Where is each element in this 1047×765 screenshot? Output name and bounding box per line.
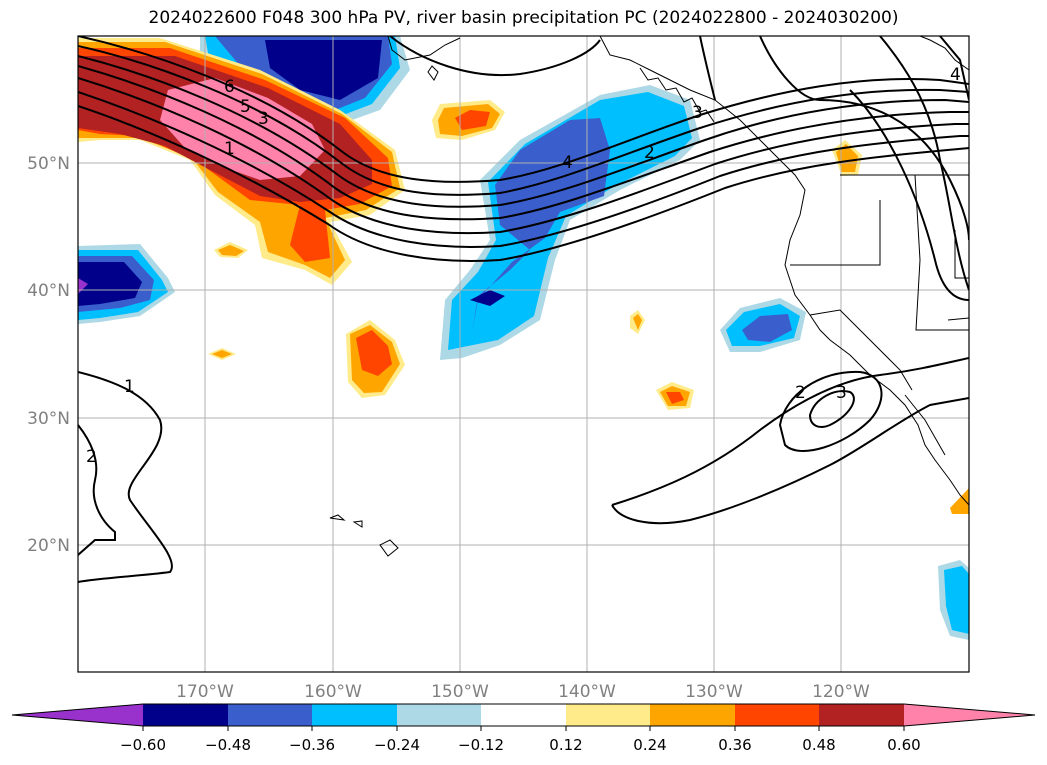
contour-label: 2 xyxy=(795,383,806,403)
lon-label: 150°W xyxy=(431,682,489,702)
contour-label: 2 xyxy=(86,447,97,467)
longitude-labels: 170°W 160°W 150°W 140°W 130°W 120°W xyxy=(176,682,870,702)
contour-label: 4 xyxy=(562,153,573,173)
lon-label: 130°W xyxy=(685,682,743,702)
colorbar-bin xyxy=(143,704,228,726)
coastlines xyxy=(329,36,969,557)
colorbar-bin xyxy=(312,704,397,726)
contour-label: 5 xyxy=(240,97,251,117)
colorbar-bin xyxy=(397,704,481,726)
lat-label: 30°N xyxy=(27,409,70,429)
colorbar-bin xyxy=(481,704,566,726)
colorbar-tick-label: −0.24 xyxy=(374,736,420,754)
contour-label: 1 xyxy=(224,139,235,159)
colorbar-tick-label: 0.60 xyxy=(887,736,920,754)
colorbar-tick-label: −0.36 xyxy=(289,736,335,754)
colorbar-tick-label: −0.60 xyxy=(120,736,166,754)
lat-label: 50°N xyxy=(27,154,70,174)
colorbar-extend-right xyxy=(904,704,1035,726)
contour-label: 6 xyxy=(224,77,235,97)
contour-label: 3 xyxy=(258,109,269,129)
pv-contours xyxy=(78,36,969,583)
map-plot-area xyxy=(78,36,969,672)
contour-label: 2 xyxy=(644,143,655,163)
colorbar-tick-label: 0.12 xyxy=(549,736,582,754)
colorbar-tick-label: −0.48 xyxy=(205,736,251,754)
contour-label: 3 xyxy=(692,103,703,123)
colorbar-tick-label: −0.12 xyxy=(458,736,504,754)
colorbar-bin xyxy=(819,704,904,726)
colorbar-bin xyxy=(650,704,735,726)
colorbar-bin xyxy=(228,704,312,726)
lat-label: 40°N xyxy=(27,281,70,301)
lon-label: 170°W xyxy=(176,682,234,702)
colorbar-extend-left xyxy=(12,704,143,726)
colorbar-bin xyxy=(566,704,650,726)
contour-label: 3 xyxy=(836,383,847,403)
colorbar-tick-label: 0.24 xyxy=(633,736,666,754)
lat-label: 20°N xyxy=(27,536,70,556)
colorbar-tick-label: 0.36 xyxy=(718,736,751,754)
latitude-labels: 50°N 40°N 30°N 20°N xyxy=(27,154,70,556)
colorbar-bin xyxy=(735,704,819,726)
lon-label: 160°W xyxy=(304,682,362,702)
contour-label: 1 xyxy=(124,377,135,397)
map-frame xyxy=(77,35,970,673)
colorbar-tick-label: 0.48 xyxy=(802,736,835,754)
negative-anomaly-shading xyxy=(78,36,969,640)
contour-labels: 6 5 3 1 4 2 3 1 2 2 3 4 xyxy=(86,65,961,467)
contour-label: 4 xyxy=(950,65,961,85)
colorbar: −0.60 −0.48 −0.36 −0.24 −0.12 0.12 0.24 … xyxy=(11,703,1036,754)
map-title: 2024022600 F048 300 hPa PV, river basin … xyxy=(148,8,899,28)
lon-label: 120°W xyxy=(812,682,870,702)
lon-label: 140°W xyxy=(558,682,616,702)
